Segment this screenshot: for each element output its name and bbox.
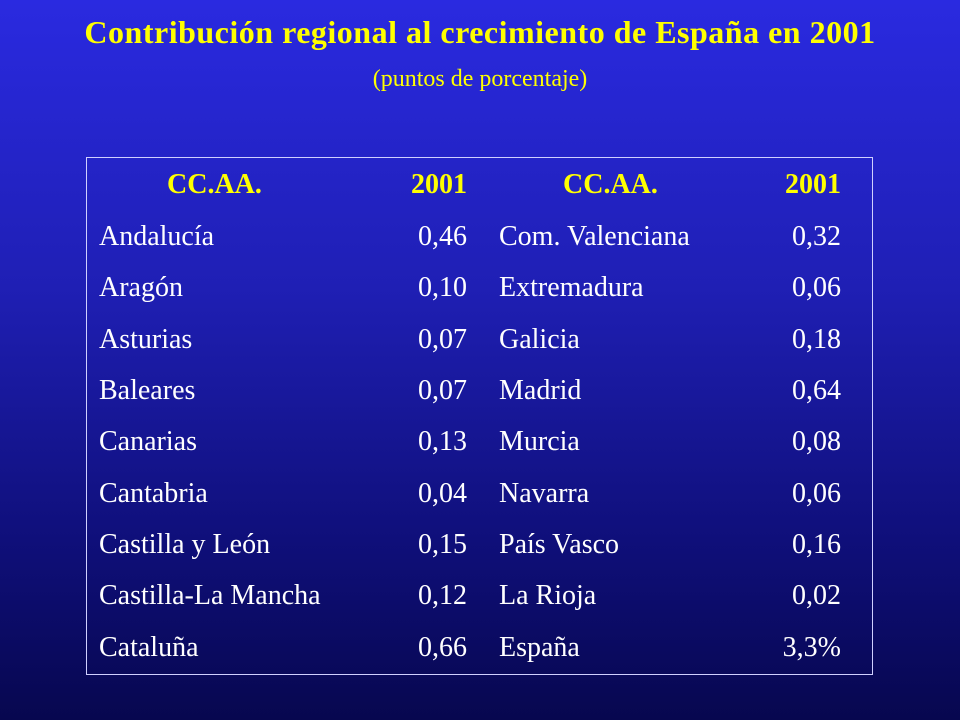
table-row: Castilla-La Mancha 0,12 La Rioja 0,02 bbox=[87, 576, 872, 616]
region-value: 3,3% bbox=[782, 632, 841, 663]
header-year-right: 2001 bbox=[785, 169, 841, 200]
region-value: 0,04 bbox=[418, 478, 467, 509]
region-value: 0,02 bbox=[792, 580, 841, 611]
region-name: Cataluña bbox=[99, 632, 199, 663]
region-name: País Vasco bbox=[499, 529, 620, 560]
table-row: Canarias 0,13 Murcia 0,08 bbox=[87, 422, 872, 462]
table-row: Castilla y León 0,15 País Vasco 0,16 bbox=[87, 525, 872, 565]
region-name: Castilla-La Mancha bbox=[99, 580, 321, 611]
header-region-right: CC.AA. bbox=[563, 169, 658, 200]
region-value: 0,46 bbox=[418, 221, 467, 252]
table-row: Andalucía 0,46 Com. Valenciana 0,32 bbox=[87, 217, 872, 257]
region-value: 0,15 bbox=[418, 529, 467, 560]
slide-title: Contribución regional al crecimiento de … bbox=[84, 14, 876, 50]
header-region-left: CC.AA. bbox=[167, 169, 262, 200]
table-header-row: CC.AA. 2001 CC.AA. 2001 bbox=[87, 165, 872, 205]
region-name: Com. Valenciana bbox=[499, 221, 690, 252]
region-value: 0,16 bbox=[792, 529, 841, 560]
region-value: 0,08 bbox=[792, 426, 841, 457]
region-name: Murcia bbox=[499, 426, 580, 457]
contribution-table: CC.AA. 2001 CC.AA. 2001 Andalucía 0,46 C… bbox=[86, 157, 873, 675]
region-name: Navarra bbox=[499, 478, 590, 509]
region-value: 0,32 bbox=[792, 221, 841, 252]
region-value: 0,12 bbox=[418, 580, 467, 611]
region-value: 0,07 bbox=[418, 375, 467, 406]
region-name: Baleares bbox=[99, 375, 196, 406]
region-value: 0,18 bbox=[792, 324, 841, 355]
table-row: Aragón 0,10 Extremadura 0,06 bbox=[87, 268, 872, 308]
region-name: Asturias bbox=[99, 324, 193, 355]
region-name: Cantabria bbox=[99, 478, 208, 509]
header-year-left: 2001 bbox=[411, 169, 467, 200]
slide-subtitle: (puntos de porcentaje) bbox=[372, 66, 588, 92]
region-name: Andalucía bbox=[99, 221, 215, 252]
region-name: Galicia bbox=[499, 324, 580, 355]
region-value: 0,64 bbox=[792, 375, 841, 406]
region-value: 0,13 bbox=[418, 426, 467, 457]
table-row: Asturias 0,07 Galicia 0,18 bbox=[87, 320, 872, 360]
region-name: Aragón bbox=[99, 272, 183, 303]
region-name: Castilla y León bbox=[99, 529, 271, 560]
region-name: La Rioja bbox=[499, 580, 597, 611]
region-value: 0,10 bbox=[418, 272, 467, 303]
region-name: Canarias bbox=[99, 426, 197, 457]
table-row: Cantabria 0,04 Navarra 0,06 bbox=[87, 474, 872, 514]
region-name: España bbox=[499, 632, 580, 663]
region-value: 0,66 bbox=[418, 632, 467, 663]
table-row: Cataluña 0,66 España 3,3% bbox=[87, 628, 872, 668]
region-name: Madrid bbox=[499, 375, 582, 406]
table-row: Baleares 0,07 Madrid 0,64 bbox=[87, 371, 872, 411]
region-value: 0,06 bbox=[792, 272, 841, 303]
region-value: 0,07 bbox=[418, 324, 467, 355]
region-name: Extremadura bbox=[499, 272, 644, 303]
region-value: 0,06 bbox=[792, 478, 841, 509]
